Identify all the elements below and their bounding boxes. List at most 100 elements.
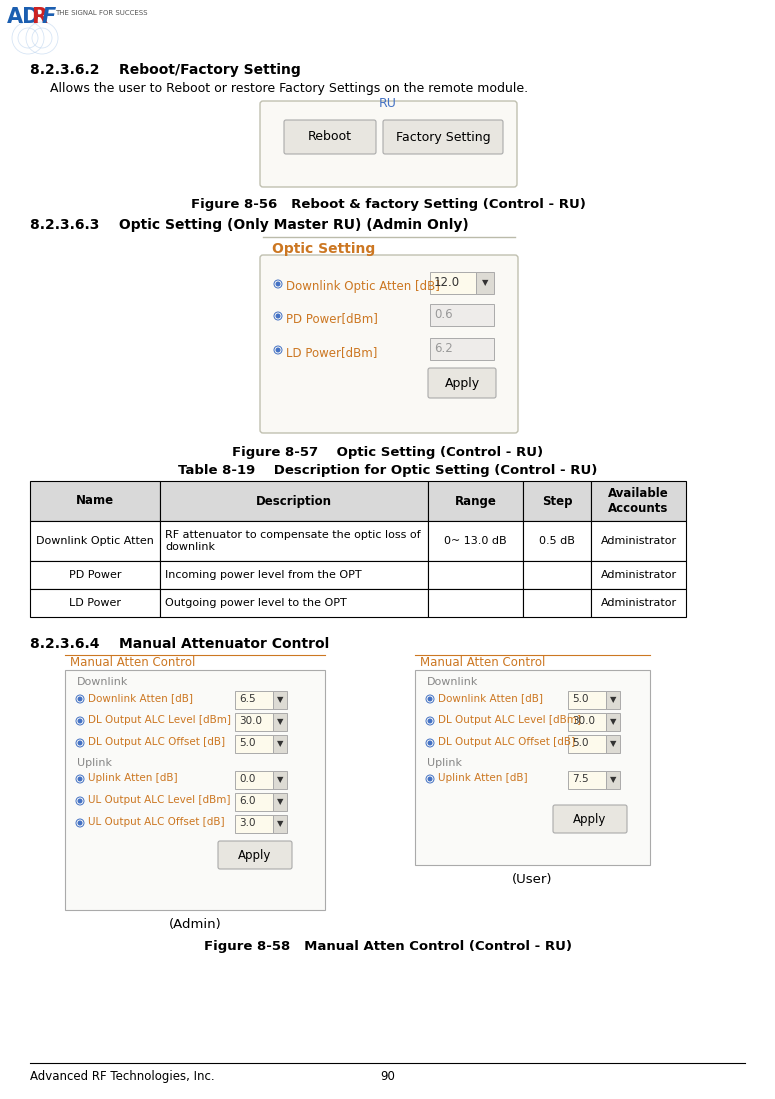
Text: Downlink Optic Atten: Downlink Optic Atten <box>36 536 154 546</box>
Bar <box>415 670 650 865</box>
Text: Allows the user to Reboot or restore Factory Settings on the remote module.: Allows the user to Reboot or restore Fac… <box>50 82 528 95</box>
Text: Apply: Apply <box>444 377 480 389</box>
Text: 6.5: 6.5 <box>239 693 256 704</box>
Bar <box>428 560 523 589</box>
Text: Uplink: Uplink <box>427 758 462 768</box>
Bar <box>235 815 273 833</box>
Bar <box>273 793 287 811</box>
Text: DL Output ALC Offset [dB]: DL Output ALC Offset [dB] <box>438 737 575 747</box>
Text: Available
Accounts: Available Accounts <box>608 487 669 515</box>
Text: 0~ 13.0 dB: 0~ 13.0 dB <box>444 536 507 546</box>
Bar <box>430 338 494 360</box>
Text: Manual Atten Control: Manual Atten Control <box>70 656 195 669</box>
Text: 0.5 dB: 0.5 dB <box>539 536 575 546</box>
Text: Description: Description <box>256 495 332 508</box>
Text: Downlink Optic Atten [dB]: Downlink Optic Atten [dB] <box>286 280 440 293</box>
Text: ▼: ▼ <box>610 696 616 704</box>
Text: Apply: Apply <box>574 812 607 825</box>
Circle shape <box>78 821 82 825</box>
FancyBboxPatch shape <box>553 804 627 833</box>
Text: Downlink: Downlink <box>427 677 478 687</box>
Bar <box>591 521 686 560</box>
Text: 0.0: 0.0 <box>239 774 256 784</box>
Circle shape <box>429 777 432 780</box>
Text: (User): (User) <box>512 873 553 886</box>
Circle shape <box>276 314 280 318</box>
FancyBboxPatch shape <box>383 120 503 154</box>
Bar <box>606 713 620 731</box>
Text: 5.0: 5.0 <box>239 739 256 748</box>
Bar <box>568 771 606 789</box>
Text: RU: RU <box>379 97 397 110</box>
Text: F: F <box>42 7 57 27</box>
FancyBboxPatch shape <box>428 368 496 398</box>
Bar <box>606 771 620 789</box>
Bar <box>606 691 620 709</box>
Text: THE SIGNAL FOR SUCCESS: THE SIGNAL FOR SUCCESS <box>55 10 147 16</box>
Text: Figure 8-57    Optic Setting (Control - RU): Figure 8-57 Optic Setting (Control - RU) <box>232 446 543 459</box>
Bar <box>523 521 591 560</box>
Bar <box>235 771 273 789</box>
Bar <box>235 691 273 709</box>
Text: 8.2.3.6.2    Reboot/Factory Setting: 8.2.3.6.2 Reboot/Factory Setting <box>30 63 301 77</box>
Text: 12.0: 12.0 <box>434 276 460 289</box>
Circle shape <box>429 697 432 701</box>
Bar <box>273 691 287 709</box>
Text: DL Output ALC Level [dBm]: DL Output ALC Level [dBm] <box>438 715 581 725</box>
Bar <box>160 481 428 521</box>
Text: ▼: ▼ <box>277 696 283 704</box>
Text: 90: 90 <box>381 1070 395 1083</box>
Bar <box>568 713 606 731</box>
Bar <box>235 713 273 731</box>
Text: Figure 8-58   Manual Atten Control (Control - RU): Figure 8-58 Manual Atten Control (Contro… <box>204 940 572 953</box>
Text: 5.0: 5.0 <box>572 739 588 748</box>
Text: Uplink: Uplink <box>77 758 112 768</box>
Text: ▼: ▼ <box>482 278 488 288</box>
Text: ▼: ▼ <box>277 718 283 726</box>
Bar <box>568 735 606 753</box>
Bar <box>606 735 620 753</box>
Bar <box>273 815 287 833</box>
Text: 6.0: 6.0 <box>239 796 256 806</box>
Bar <box>591 560 686 589</box>
Bar <box>65 670 325 910</box>
Text: DL Output ALC Level [dBm]: DL Output ALC Level [dBm] <box>88 715 231 725</box>
Circle shape <box>429 741 432 745</box>
Text: 6.2: 6.2 <box>434 342 453 355</box>
Text: Uplink Atten [dB]: Uplink Atten [dB] <box>88 773 177 782</box>
Text: Incoming power level from the OPT: Incoming power level from the OPT <box>165 570 362 580</box>
Text: 8.2.3.6.4    Manual Attenuator Control: 8.2.3.6.4 Manual Attenuator Control <box>30 637 329 651</box>
Bar <box>160 589 428 617</box>
Circle shape <box>276 348 280 352</box>
Bar <box>523 481 591 521</box>
Text: Advanced RF Technologies, Inc.: Advanced RF Technologies, Inc. <box>30 1070 215 1083</box>
Circle shape <box>78 741 82 745</box>
Text: R: R <box>31 7 47 27</box>
Circle shape <box>78 799 82 802</box>
Text: ▼: ▼ <box>610 776 616 785</box>
Text: 7.5: 7.5 <box>572 774 589 784</box>
Bar <box>591 589 686 617</box>
Text: PD Power[dBm]: PD Power[dBm] <box>286 312 378 325</box>
Bar <box>273 771 287 789</box>
Text: Administrator: Administrator <box>601 598 677 608</box>
Bar <box>273 735 287 753</box>
Bar <box>430 271 476 295</box>
Text: UL Output ALC Offset [dB]: UL Output ALC Offset [dB] <box>88 817 225 828</box>
Text: Reboot: Reboot <box>308 131 352 144</box>
Text: PD Power: PD Power <box>69 570 121 580</box>
Text: LD Power[dBm]: LD Power[dBm] <box>286 346 377 359</box>
Bar <box>430 304 494 326</box>
Circle shape <box>78 777 82 780</box>
FancyBboxPatch shape <box>260 255 518 433</box>
Text: ▼: ▼ <box>277 776 283 785</box>
Text: Downlink Atten [dB]: Downlink Atten [dB] <box>438 693 543 703</box>
Text: AD: AD <box>7 7 40 27</box>
Text: RF attenuator to compensate the optic loss of
downlink: RF attenuator to compensate the optic lo… <box>165 530 421 552</box>
Bar <box>30 560 160 589</box>
Text: Administrator: Administrator <box>601 536 677 546</box>
Text: UL Output ALC Level [dBm]: UL Output ALC Level [dBm] <box>88 795 230 804</box>
Text: Downlink: Downlink <box>77 677 129 687</box>
Text: 5.0: 5.0 <box>572 693 588 704</box>
Text: Table 8-19    Description for Optic Setting (Control - RU): Table 8-19 Description for Optic Setting… <box>178 464 598 477</box>
